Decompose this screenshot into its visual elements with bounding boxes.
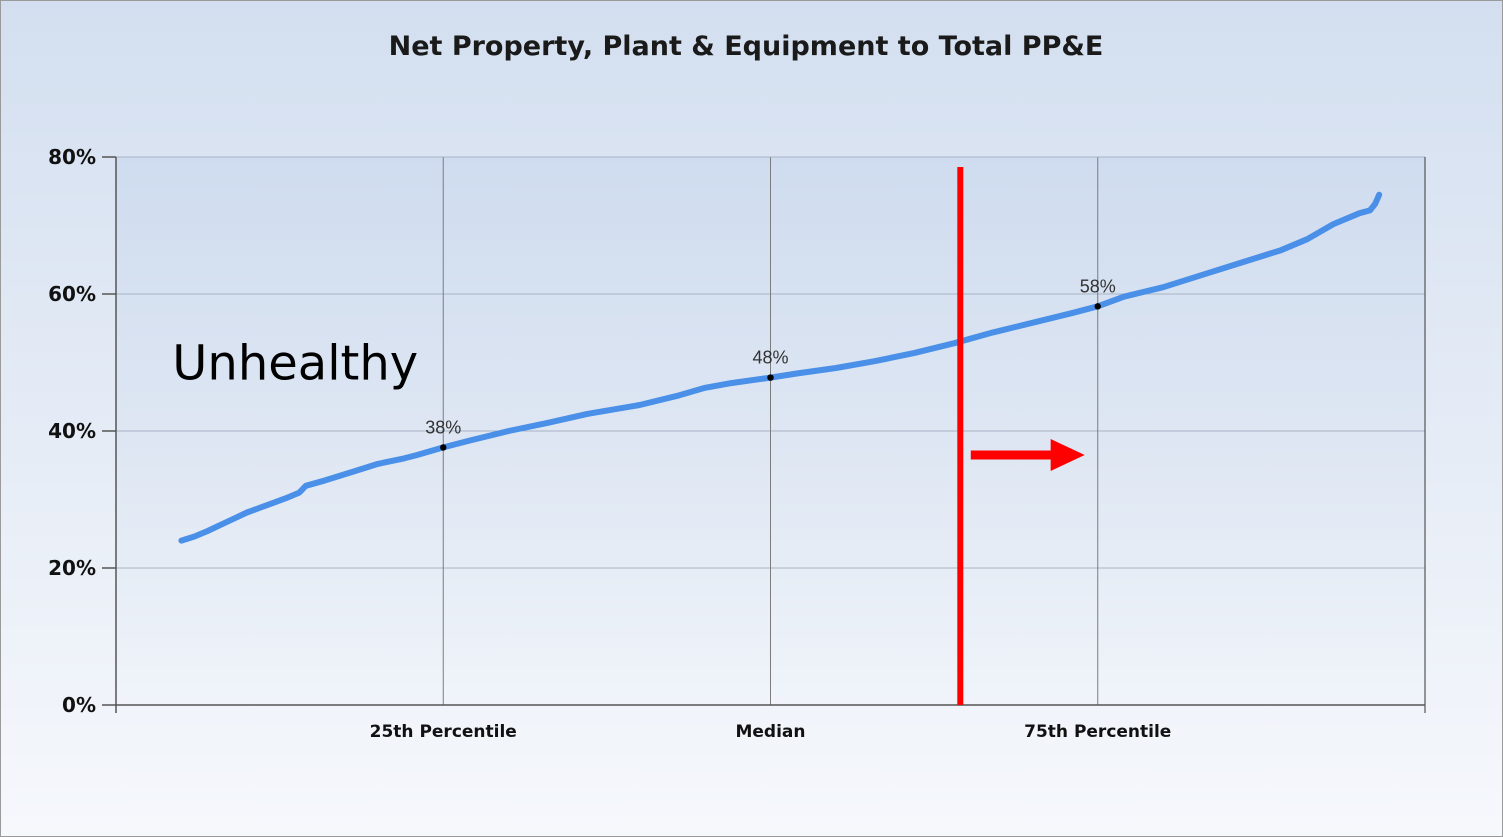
y-tick-label: 20%: [48, 556, 96, 580]
marked-point: [440, 444, 447, 451]
marker-layer: 38% 48% 58%: [425, 276, 1116, 451]
annotation-text: Unhealthy: [172, 336, 418, 392]
overlay-layer: Unhealthy: [172, 167, 1085, 705]
marked-point-label: 58%: [1080, 276, 1116, 296]
marked-point: [767, 374, 774, 381]
x-tick-label: Median: [735, 722, 805, 742]
chart-title: Net Property, Plant & Equipment to Total…: [389, 31, 1104, 62]
x-tick-label: 75th Percentile: [1024, 722, 1171, 742]
y-tick-label: 0%: [62, 693, 96, 717]
series-layer: [178, 191, 1383, 544]
grid-layer: [116, 156, 1425, 705]
x-tick-label: 25th Percentile: [370, 722, 517, 742]
arrow-head: [1050, 438, 1085, 471]
axis-layer: 0% 20% 40% 60% 80% 25th Percentile Median 75th …: [48, 145, 1426, 742]
marked-point-label: 38%: [425, 417, 461, 437]
y-tick-label: 60%: [48, 282, 96, 306]
y-tick-label: 80%: [48, 145, 96, 169]
marked-point: [1094, 303, 1101, 310]
series-line-0: [178, 191, 1383, 544]
y-tick-label: 40%: [48, 419, 96, 443]
marked-point-label: 48%: [752, 348, 788, 368]
